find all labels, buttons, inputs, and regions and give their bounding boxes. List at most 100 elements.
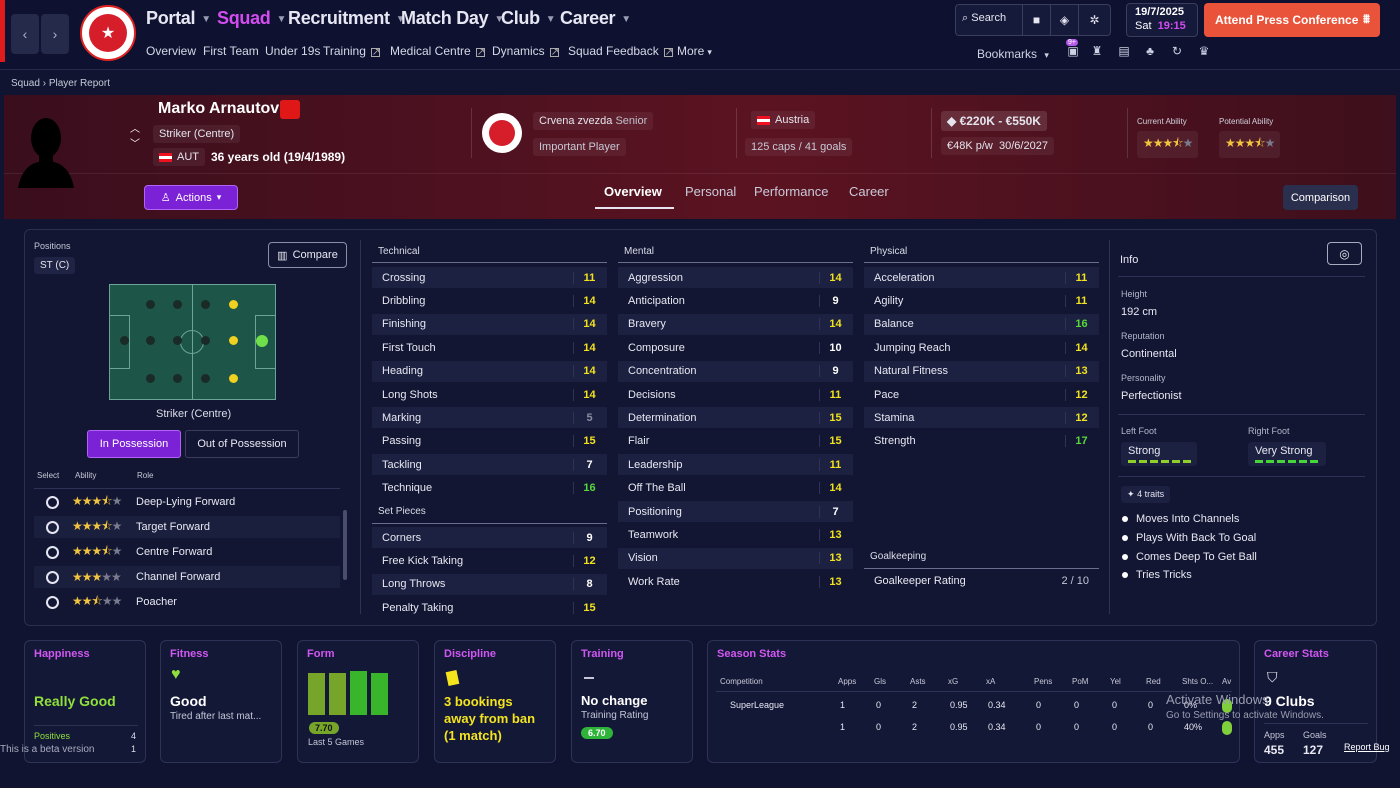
separator bbox=[931, 108, 932, 158]
header-divider bbox=[4, 173, 1396, 174]
season-cell: 0% bbox=[1184, 700, 1198, 710]
compare-button[interactable]: ▥ Compare bbox=[268, 242, 347, 268]
nav-club[interactable]: Club ▼ bbox=[501, 8, 556, 28]
player-position: Striker (Centre) bbox=[153, 125, 241, 143]
actions-button[interactable]: ♙ Actions ▾ bbox=[144, 185, 238, 210]
happiness-card[interactable]: Happiness Really Good Positives 4 1 bbox=[24, 640, 146, 763]
press-conference-button[interactable]: Attend Press Conference ⩩ bbox=[1204, 3, 1380, 37]
positives-label: Positives bbox=[34, 731, 71, 741]
season-cell: 0 bbox=[1036, 700, 1042, 710]
season-col-header: Yel bbox=[1110, 677, 1121, 686]
info-settings-button[interactable]: ◎ bbox=[1327, 242, 1362, 265]
previous-player-button[interactable]: ︿ bbox=[130, 124, 140, 135]
club-crest-icon[interactable] bbox=[482, 113, 522, 153]
season-col-header: Red bbox=[1146, 677, 1161, 686]
right-foot-box: Very Strong bbox=[1248, 442, 1326, 466]
role-name: Centre Forward bbox=[136, 546, 213, 558]
role-radio[interactable] bbox=[46, 520, 59, 534]
technical-attribute-row: Technique 16 bbox=[372, 478, 607, 499]
nav-recruitment[interactable]: Recruitment ▼ bbox=[288, 8, 406, 28]
report-bug-link[interactable]: Report Bug bbox=[1344, 742, 1390, 752]
date-box[interactable] bbox=[1126, 3, 1198, 37]
role-row[interactable]: ★★★⯪★ Centre Forward bbox=[34, 541, 340, 563]
out-of-possession-toggle[interactable]: Out of Possession bbox=[185, 430, 299, 458]
red-card-icon bbox=[280, 100, 300, 119]
training-card[interactable]: Training No change Training Rating 6.70 bbox=[571, 640, 693, 763]
subnav-first-team[interactable]: First Team bbox=[203, 44, 259, 58]
season-col-header: Competition bbox=[720, 677, 763, 686]
reputation-value: Continental bbox=[1121, 348, 1177, 360]
potential-ability-label: Potential Ability bbox=[1219, 117, 1274, 126]
compass-icon: ◎ bbox=[1339, 246, 1350, 261]
nav-match-day[interactable]: Match Day ▼ bbox=[401, 8, 504, 28]
traits-chip[interactable]: ✦ 4 traits bbox=[1121, 486, 1171, 503]
subnav-more[interactable]: More ▾ bbox=[677, 44, 712, 58]
back-button[interactable]: ‹ bbox=[11, 14, 39, 54]
refresh-icon[interactable]: ↻ bbox=[1171, 44, 1183, 58]
breadcrumb-squad[interactable]: Squad bbox=[11, 78, 40, 89]
career-stats-card[interactable]: Career Stats ⛉ 9 Clubs Apps 455 Goals 12… bbox=[1254, 640, 1390, 763]
attribute-name: Tackling bbox=[382, 458, 422, 471]
info-title: Info bbox=[1120, 254, 1139, 266]
role-row[interactable]: ★★★⯪★ Target Forward bbox=[34, 516, 340, 538]
tab-career[interactable]: Career bbox=[849, 184, 889, 199]
attribute-value: 14 bbox=[573, 365, 597, 378]
subnav-squad-feedback[interactable]: Squad Feedback ↗ bbox=[568, 44, 674, 58]
role-radio[interactable] bbox=[46, 595, 59, 609]
attribute-name: Agility bbox=[874, 294, 904, 307]
attribute-value: 5 bbox=[573, 411, 597, 424]
roles-scrollbar[interactable] bbox=[343, 510, 347, 580]
settings-gear-icon[interactable]: ✲ bbox=[1078, 4, 1110, 36]
discipline-card[interactable]: Discipline 3 bookings away from ban (1 m… bbox=[434, 640, 556, 763]
fitness-card[interactable]: Fitness ♥ Good Tired after last mat... bbox=[160, 640, 282, 763]
role-row[interactable]: ★★★⯪★ Deep-Lying Forward bbox=[34, 491, 340, 513]
happiness-value: Really Good bbox=[34, 693, 116, 709]
player-nation[interactable]: Austria bbox=[751, 111, 816, 129]
subnav-overview[interactable]: Overview bbox=[146, 44, 197, 58]
technical-attribute-row: Passing 15 bbox=[372, 431, 607, 452]
kit-icon[interactable]: ♜ bbox=[1091, 44, 1103, 58]
tab-performance[interactable]: Performance bbox=[754, 184, 829, 199]
technical-attribute-row: Crossing 11 bbox=[372, 267, 607, 288]
subnav-dynamics[interactable]: Dynamics ↗ bbox=[492, 44, 560, 58]
tactics-icon[interactable]: ♣ bbox=[1146, 44, 1154, 58]
tab-personal[interactable]: Personal bbox=[685, 184, 737, 199]
chat-icon[interactable]: ▣ 9+ bbox=[1066, 39, 1079, 58]
training-title: Training bbox=[581, 648, 624, 660]
role-radio[interactable] bbox=[46, 570, 59, 584]
shield-icon[interactable]: ◈ bbox=[1050, 4, 1078, 36]
role-row[interactable]: ★★⯪★★ Poacher bbox=[34, 591, 340, 613]
attribute-name: Finishing bbox=[382, 318, 427, 331]
forward-button[interactable]: › bbox=[41, 14, 69, 54]
subnav-under-19s[interactable]: Under 19s bbox=[265, 44, 321, 58]
clipboard-icon[interactable]: ▤ bbox=[1118, 44, 1130, 58]
attribute-name: Anticipation bbox=[628, 294, 685, 307]
trophy-icon[interactable]: ♛ bbox=[1198, 44, 1210, 58]
club-crest[interactable]: ★ bbox=[80, 5, 136, 61]
player-club[interactable]: Crvena zvezda Senior bbox=[533, 112, 654, 130]
physical-attribute-row: Strength 17 bbox=[864, 431, 1099, 452]
search-button[interactable]: ⌕ Search bbox=[962, 12, 1007, 24]
nav-squad[interactable]: Squad ▼ bbox=[217, 8, 287, 28]
season-stats-card[interactable]: Season Stats Competition Apps Gls Asts xG xA P… bbox=[707, 640, 1240, 763]
nav-career[interactable]: Career ▼ bbox=[560, 8, 631, 28]
subnav-medical-centre[interactable]: Medical Centre ↗ bbox=[390, 44, 486, 58]
role-radio[interactable] bbox=[46, 495, 59, 509]
chevron-right-icon: › bbox=[42, 78, 47, 89]
nav-portal[interactable]: Portal ▼ bbox=[146, 8, 211, 28]
role-row[interactable]: ★★★★★ Channel Forward bbox=[34, 566, 340, 588]
bookmarks-dropdown[interactable]: Bookmarks ▾ bbox=[977, 47, 1049, 61]
tab-overview[interactable]: Overview bbox=[604, 184, 662, 199]
comparison-button[interactable]: Comparison bbox=[1283, 185, 1358, 210]
subnav-training[interactable]: Training ↗ bbox=[323, 44, 381, 58]
attribute-value: 14 bbox=[1065, 341, 1089, 354]
form-card[interactable]: Form 7.70 Last 5 Games bbox=[297, 640, 419, 763]
attribute-value: 15 bbox=[573, 435, 597, 448]
squad-status: Important Player bbox=[533, 138, 626, 156]
bookmark-icon[interactable]: ■ bbox=[1022, 4, 1050, 36]
next-player-button[interactable]: ﹀ bbox=[130, 139, 140, 150]
attribute-value: 11 bbox=[1065, 271, 1089, 284]
role-radio[interactable] bbox=[46, 545, 59, 559]
in-possession-toggle[interactable]: In Possession bbox=[87, 430, 181, 458]
attribute-name: Free Kick Taking bbox=[382, 554, 464, 567]
